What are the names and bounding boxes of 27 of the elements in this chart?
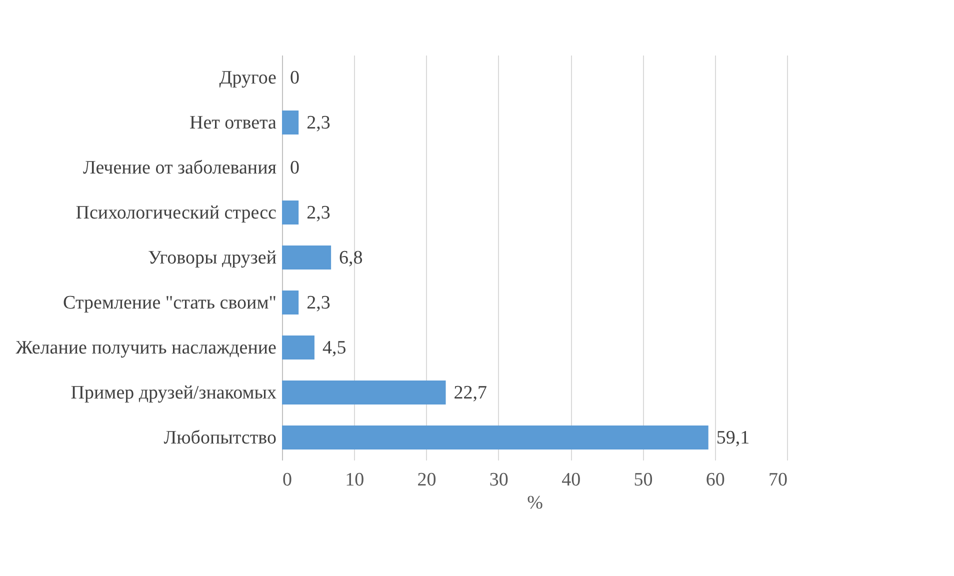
y-tick-label: Пример друзей/знакомых <box>70 382 277 404</box>
y-tick-label: Любопытство <box>164 428 276 448</box>
x-tick-label: 50 <box>634 470 653 490</box>
y-tick-label: Нет ответа <box>189 112 278 134</box>
data-label: 2,3 <box>306 292 330 314</box>
x-tick-label: 70 <box>768 470 788 490</box>
data-label: 2,3 <box>306 112 330 134</box>
x-tick-label: 0 <box>282 470 292 490</box>
x-tick-label: 60 <box>706 470 725 490</box>
y-tick-label: Желание получить наслаждение <box>16 338 276 358</box>
x-tick-label: 20 <box>417 470 436 490</box>
data-label: 59,1 <box>716 428 750 448</box>
data-label: 0 <box>290 68 300 88</box>
x-tick-label: 40 <box>562 470 581 490</box>
y-tick-label: Другое <box>219 68 276 88</box>
x-tick-label: 30 <box>489 470 508 490</box>
y-tick-label: Уговоры друзей <box>148 248 276 268</box>
y-tick-label: Психологический стресс <box>76 202 276 224</box>
x-tick-label: 10 <box>345 470 364 490</box>
data-label: 4,5 <box>322 338 346 358</box>
y-tick-label: Лечение от заболевания <box>82 158 277 178</box>
data-label: 0 <box>290 158 300 178</box>
x-axis-title: % <box>527 492 544 514</box>
data-label: 6,8 <box>339 248 363 268</box>
data-label: 2,3 <box>306 202 330 224</box>
y-tick-label: Стремление "стать своим" <box>63 292 276 314</box>
data-label: 22,7 <box>454 382 488 404</box>
